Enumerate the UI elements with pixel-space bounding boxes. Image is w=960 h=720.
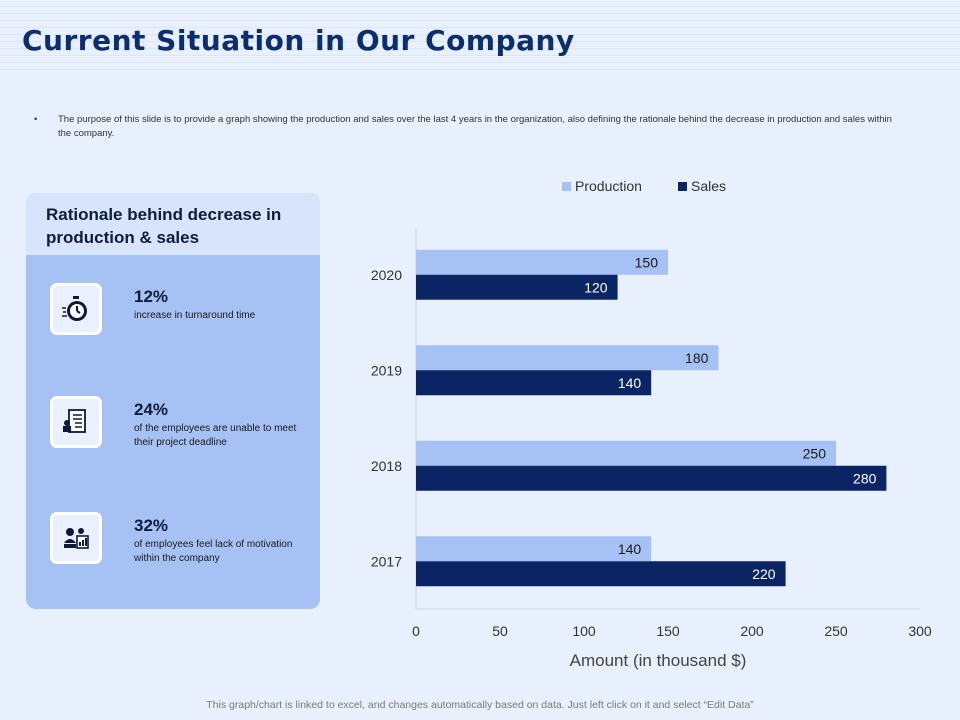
rationale-panel: Rationale behind decrease in production … [26,193,320,609]
legend-swatch-production [562,182,571,191]
category-label: 2018 [371,458,402,474]
team-icon [64,528,89,549]
description-bullet: • The purpose of this slide is to provid… [34,113,904,141]
x-tick-label: 250 [824,623,848,639]
bar-sales [416,274,618,300]
page-title: Current Situation in Our Company [22,24,575,57]
footer-note: This graph/chart is linked to excel, and… [206,699,754,711]
data-label-production: 150 [635,254,659,270]
data-label-production: 250 [803,445,827,461]
data-label-sales: 220 [752,566,776,582]
x-tick-label: 0 [412,623,420,639]
rationale-item: 24% of the employees are unable to meet … [26,396,320,456]
x-axis-title: Amount (in thousand $) [570,651,747,670]
data-label-production: 140 [618,541,642,557]
item-description: increase in turnaround time [134,310,256,321]
icon-box [50,396,102,448]
item-percentage: 24% [134,400,169,419]
bar-sales [416,465,887,491]
header-decoration [0,0,960,70]
rationale-heading: Rationale behind decrease in production … [26,193,320,255]
icon-box [50,512,102,564]
category-label: 2019 [371,362,402,378]
document-icon [63,409,86,433]
bullet-dot: • [34,114,38,125]
x-tick-label: 200 [740,623,764,639]
item-description: of the employees are unable to meet thei… [134,423,297,448]
legend-swatch-sales [678,182,687,191]
bar-production [416,536,652,562]
data-label-production: 180 [685,350,709,366]
legend-label-production: Production [575,178,642,194]
rationale-item: 32% of employees feel lack of motivation… [26,512,320,572]
item-description: of employees feel lack of motivation wit… [134,539,293,564]
item-percentage: 12% [134,287,169,306]
bar-production [416,440,836,466]
bar-production [416,345,719,371]
item-percentage: 32% [134,516,169,535]
x-tick-label: 150 [656,623,680,639]
x-tick-label: 100 [572,623,596,639]
data-label-sales: 120 [584,279,608,295]
stopwatch-icon [62,296,87,321]
x-tick-label: 50 [492,623,508,639]
category-label: 2017 [371,553,402,569]
category-label: 2020 [371,267,402,283]
bar-production [416,249,668,275]
x-tick-label: 300 [908,623,932,639]
bar-sales [416,561,786,587]
rationale-item: 12% increase in turnaround time [26,283,320,343]
icon-box [50,283,102,335]
bar-chart: Production Sales 2020 150 120 2019 180 140 2018 2… [371,178,932,670]
bar-sales [416,370,652,396]
description-text: The purpose of this slide is to provide … [58,114,892,139]
data-label-sales: 140 [618,375,642,391]
data-label-sales: 280 [853,470,877,486]
legend-label-sales: Sales [691,178,726,194]
